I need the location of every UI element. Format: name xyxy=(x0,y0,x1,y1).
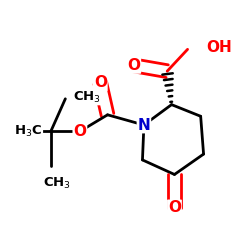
Text: CH$_3$: CH$_3$ xyxy=(72,90,101,105)
Text: H$_3$C: H$_3$C xyxy=(14,124,43,139)
Text: O: O xyxy=(127,58,140,73)
Text: O: O xyxy=(168,200,181,216)
Text: O: O xyxy=(74,124,86,139)
Text: OH: OH xyxy=(206,40,232,56)
Text: N: N xyxy=(138,118,150,132)
Text: CH$_3$: CH$_3$ xyxy=(42,176,71,191)
Text: O: O xyxy=(94,75,107,90)
